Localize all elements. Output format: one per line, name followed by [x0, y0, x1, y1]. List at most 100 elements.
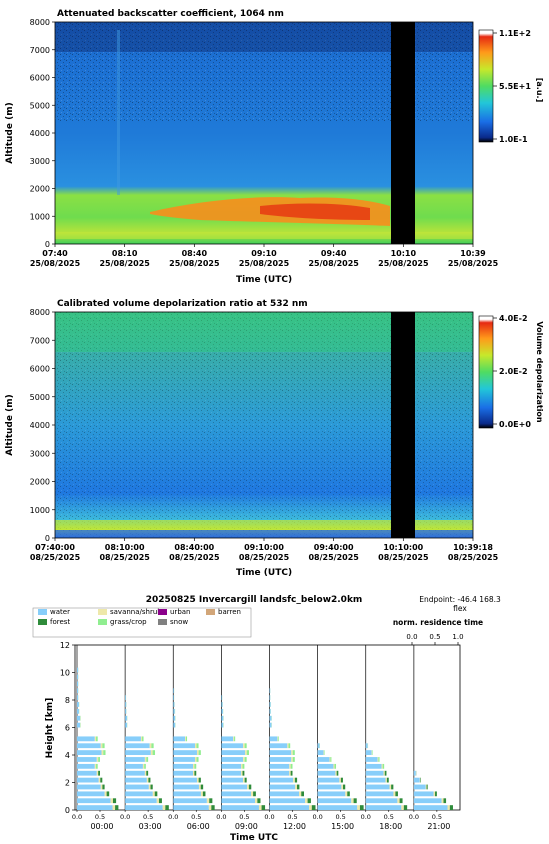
bar-forest [336, 770, 339, 776]
bar-water [77, 715, 81, 721]
y-tick-label: 4000 [30, 129, 50, 138]
panel-tick-label: 0.5 [432, 813, 442, 821]
bar-forest [146, 770, 149, 776]
y-tick-label: 5000 [30, 101, 50, 110]
bar-savanna [195, 757, 197, 762]
bar-water [173, 750, 197, 755]
bar-savanna [441, 798, 444, 804]
x-axis: 07:40:0008/25/202508:10:0008/25/202508:4… [30, 538, 499, 562]
panel-tick-label: 0.5 [143, 813, 153, 821]
colorbar-tick-label: 0.0E+0 [499, 420, 531, 429]
bar-water [269, 695, 271, 700]
x-tick-time: 07:40 [42, 249, 68, 258]
bar-water [125, 702, 127, 707]
bar-forest [115, 805, 119, 810]
bar-water [365, 798, 398, 804]
x-tick-date: 08/25/2025 [99, 553, 150, 562]
legend-swatch-barren [206, 609, 215, 615]
bar-water [173, 791, 201, 797]
bar-forest [391, 784, 394, 790]
bar-forest [435, 791, 437, 797]
bar-savanna [233, 736, 235, 742]
colorbar [478, 315, 494, 429]
panel-time-label: 03:00 [139, 822, 162, 831]
bar-forest [154, 791, 158, 797]
bar-savanna [156, 798, 159, 804]
bar-water [269, 715, 272, 721]
bar-forest [194, 763, 197, 769]
colorbar-tick-label: 4.0E-2 [499, 314, 528, 323]
bar-savanna [94, 763, 97, 769]
bar-savanna [381, 763, 383, 769]
legend-label: urban [170, 608, 190, 616]
bar-forest [234, 736, 236, 742]
colorbar-ticks: 4.0E-2 2.0E-2 0.0E+0 [493, 314, 531, 429]
x-tick-date: 08/25/2025 [169, 553, 220, 562]
bar-water [173, 688, 175, 694]
bar-forest [353, 798, 357, 804]
bar-forest [343, 784, 346, 790]
x-tick-time: 09:10 [251, 249, 277, 258]
bar-savanna [293, 777, 295, 783]
x-tick-time: 10:10:00 [383, 543, 423, 552]
top-tick-label: 0.0 [406, 633, 417, 641]
bar-water [77, 667, 79, 673]
x-tick-date: 08/25/2025 [30, 553, 81, 562]
bar-savanna [425, 784, 427, 790]
bar-water [221, 757, 244, 762]
y-axis-label: Height [km] [45, 698, 55, 759]
bar-water [269, 736, 278, 742]
bar-water [269, 743, 288, 749]
y-tick-label: 4 [65, 751, 70, 760]
bar-forest [253, 791, 256, 797]
y-tick-label: 1000 [30, 506, 50, 515]
panel-tick-label: 0.0 [312, 813, 322, 821]
bar-forest [211, 805, 215, 810]
y-tick-label: 6000 [30, 74, 50, 83]
y-tick-label: 8 [65, 696, 70, 705]
bar-water [77, 722, 81, 728]
bar-water [77, 695, 79, 700]
bar-savanna [96, 770, 99, 776]
y-tick-label: 6000 [30, 365, 50, 374]
bar-water [413, 805, 448, 810]
bar-forest [242, 763, 245, 769]
panel-time-label: 00:00 [90, 822, 113, 831]
bar-savanna [245, 750, 247, 755]
bar-savanna [196, 777, 199, 783]
bar-water [365, 805, 402, 810]
bar-water [269, 770, 290, 776]
bar-water [77, 688, 79, 694]
bar-forest [196, 757, 199, 762]
x-tick-time: 10:10 [391, 249, 417, 258]
legend-label: savanna/shrub [110, 608, 162, 616]
chart-title: Attenuated backscatter coefficient, 1064… [57, 9, 284, 19]
bar-forest [146, 757, 149, 762]
bar-forest [330, 757, 332, 762]
bar-water [365, 791, 394, 797]
bar-forest [198, 777, 201, 783]
bar-savanna [146, 777, 149, 783]
bar-savanna [333, 763, 335, 769]
bar-savanna [200, 791, 203, 797]
x-tick-time: 08:40:00 [174, 543, 214, 552]
bar-water [269, 791, 300, 797]
bar-forest [142, 736, 144, 742]
endpoint-label: Endpoint: -46.4 168.3 [419, 595, 501, 604]
bar-savanna [335, 770, 337, 776]
bar-water [269, 757, 292, 762]
x-tick-date: 08/25/2025 [448, 553, 499, 562]
x-tick-date: 08/25/2025 [378, 553, 429, 562]
x-tick-date: 25/08/2025 [378, 259, 429, 268]
y-tick-label: 8000 [30, 308, 50, 317]
bar-savanna [401, 805, 404, 810]
y-tick-label: 4000 [30, 421, 50, 430]
bar-water [365, 777, 386, 783]
bar-forest [403, 805, 408, 810]
bar-savanna [397, 798, 400, 804]
bar-savanna [195, 743, 197, 749]
bar-water [125, 743, 150, 749]
bar-savanna [241, 763, 243, 769]
bar-forest [443, 798, 447, 804]
